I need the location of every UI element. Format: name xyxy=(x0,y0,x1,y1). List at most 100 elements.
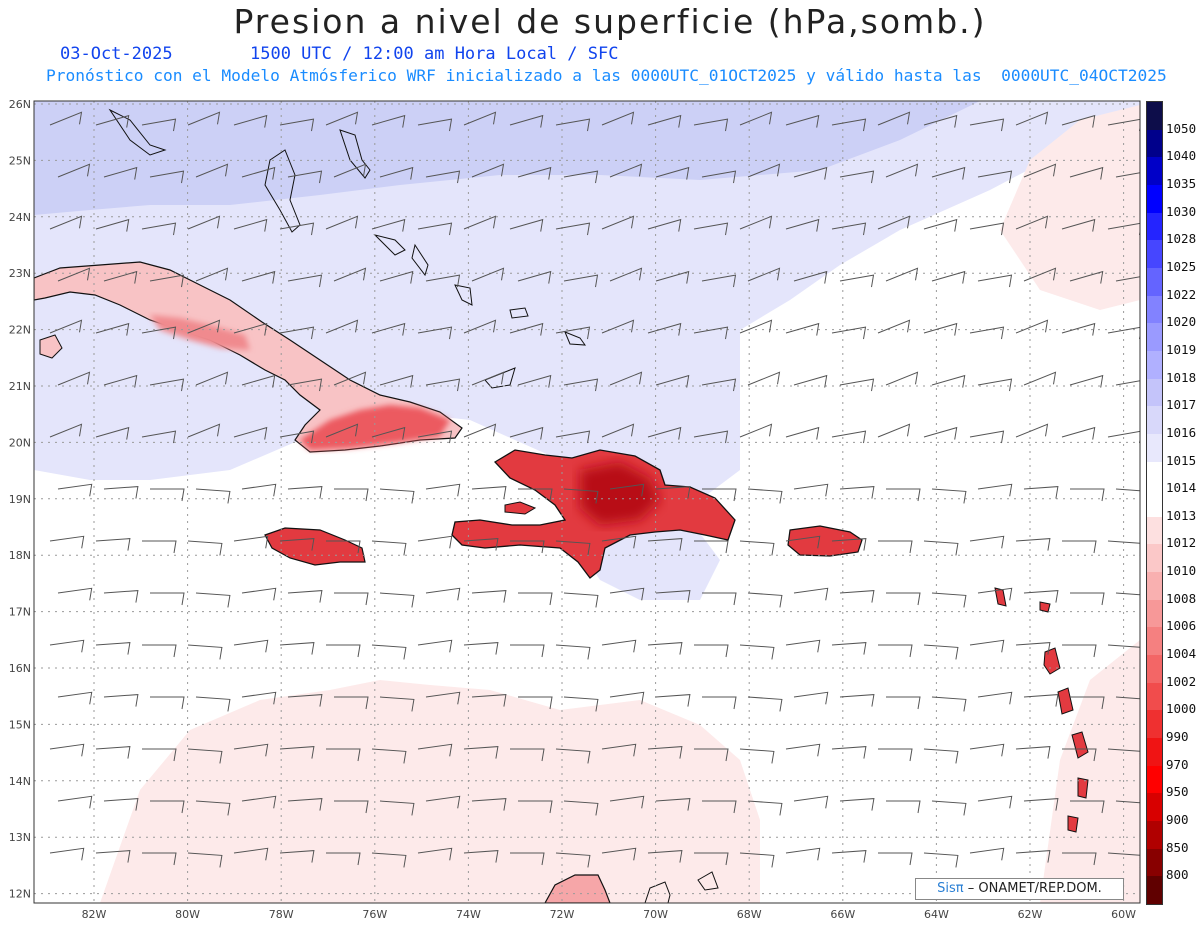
lon-label-74W: 74W xyxy=(456,908,481,921)
wind-barb xyxy=(325,215,359,230)
wind-barb xyxy=(839,694,875,707)
wind-barb xyxy=(149,378,185,392)
wind-barb xyxy=(1023,798,1059,811)
wind-barb xyxy=(563,592,599,608)
wind-barb xyxy=(839,798,875,811)
wind-barb xyxy=(1115,592,1140,596)
wind-barb xyxy=(601,639,637,653)
wind-barb xyxy=(931,488,967,504)
wind-barb xyxy=(142,540,177,554)
wind-barb xyxy=(371,644,407,660)
wind-barb xyxy=(1061,114,1096,128)
wind-barb xyxy=(694,852,729,866)
wind-barb xyxy=(601,743,637,757)
wind-barb xyxy=(601,215,635,230)
wind-barb xyxy=(279,746,315,759)
colorbar-label-1019: 1019 xyxy=(1166,341,1197,357)
wind-barb xyxy=(739,215,773,230)
wind-barb xyxy=(793,691,829,705)
wind-barb xyxy=(1015,850,1051,863)
wind-barb xyxy=(747,488,783,504)
colorbar-label-1010: 1010 xyxy=(1166,563,1197,579)
wind-barb xyxy=(877,319,911,334)
colorbar-label-1008: 1008 xyxy=(1166,590,1197,606)
wind-barb xyxy=(195,267,229,282)
wind-barb xyxy=(463,215,497,230)
wind-barb xyxy=(785,535,821,549)
wind-barb xyxy=(563,274,599,288)
wind-barb xyxy=(187,215,221,230)
wind-barb xyxy=(701,378,737,392)
wind-barb xyxy=(555,852,591,868)
wind-barb xyxy=(609,371,643,386)
wind-barb xyxy=(425,378,461,392)
wind-barb xyxy=(1023,486,1059,499)
wind-barb xyxy=(517,374,552,388)
wind-barb xyxy=(702,592,737,606)
wind-barb xyxy=(1023,371,1057,386)
colorbar-label-1000: 1000 xyxy=(1166,701,1197,717)
colorbar-label-950: 950 xyxy=(1166,784,1189,800)
wind-barb xyxy=(1107,222,1140,236)
wind-barb xyxy=(326,644,361,658)
wind-barb xyxy=(1107,430,1140,444)
colorbar-cell xyxy=(1147,129,1162,158)
wind-barb xyxy=(103,590,139,603)
wind-barb xyxy=(463,319,497,334)
wind-barb xyxy=(647,746,683,759)
wind-barb xyxy=(969,326,1005,340)
colorbar-cell xyxy=(1147,848,1162,877)
wind-barb xyxy=(379,270,414,284)
wind-barb xyxy=(785,743,821,757)
wind-barb xyxy=(563,378,599,392)
wind-barb xyxy=(793,587,829,601)
colorbar-cell xyxy=(1147,157,1162,186)
wind-barb xyxy=(977,274,1013,288)
wind-barb xyxy=(103,694,139,707)
lat-label-18N: 18N xyxy=(9,549,31,562)
colorbar-label-900: 900 xyxy=(1166,812,1189,828)
wind-barb xyxy=(333,371,367,386)
wind-barb xyxy=(886,800,921,814)
colorbar-label-1050: 1050 xyxy=(1166,120,1197,136)
wind-barb xyxy=(279,642,315,655)
lat-label-23N: 23N xyxy=(9,267,31,280)
wind-barb xyxy=(563,800,599,816)
wind-barb xyxy=(142,644,177,658)
wind-barb xyxy=(839,274,875,288)
wind-barb xyxy=(150,488,185,502)
wind-barb xyxy=(287,274,323,288)
wind-barb xyxy=(1069,166,1104,180)
wind-barb xyxy=(279,326,315,340)
wind-barb xyxy=(233,639,269,653)
colorbar-label-1013: 1013 xyxy=(1166,507,1197,523)
wind-barb xyxy=(463,423,497,438)
wind-barb xyxy=(555,540,591,556)
wind-barb xyxy=(95,426,130,440)
wind-barb xyxy=(417,222,453,236)
wind-barb xyxy=(969,222,1005,236)
wind-barb xyxy=(187,423,221,438)
wind-barb xyxy=(839,170,875,184)
lon-label-66W: 66W xyxy=(830,908,855,921)
colorbar-cell xyxy=(1147,461,1162,490)
wind-barb xyxy=(701,170,737,184)
colorbar-cell xyxy=(1147,212,1162,241)
wind-barb xyxy=(977,691,1013,705)
wind-barb xyxy=(417,535,453,549)
pressure-zone-highest xyxy=(34,101,980,215)
wind-barb xyxy=(333,267,367,282)
wind-barb xyxy=(279,222,315,236)
wind-barb xyxy=(287,694,323,707)
wind-barb xyxy=(839,590,875,603)
wind-barb xyxy=(471,267,505,282)
wind-barb xyxy=(518,696,553,710)
colorbar-label-1022: 1022 xyxy=(1166,286,1197,302)
wind-barb xyxy=(334,800,369,814)
wind-barb xyxy=(233,743,269,757)
wind-barb xyxy=(702,696,737,710)
wind-barb xyxy=(425,274,461,288)
islands-lesser-antilles xyxy=(994,587,1089,833)
wind-barb xyxy=(831,538,867,551)
wind-barb xyxy=(831,326,867,340)
